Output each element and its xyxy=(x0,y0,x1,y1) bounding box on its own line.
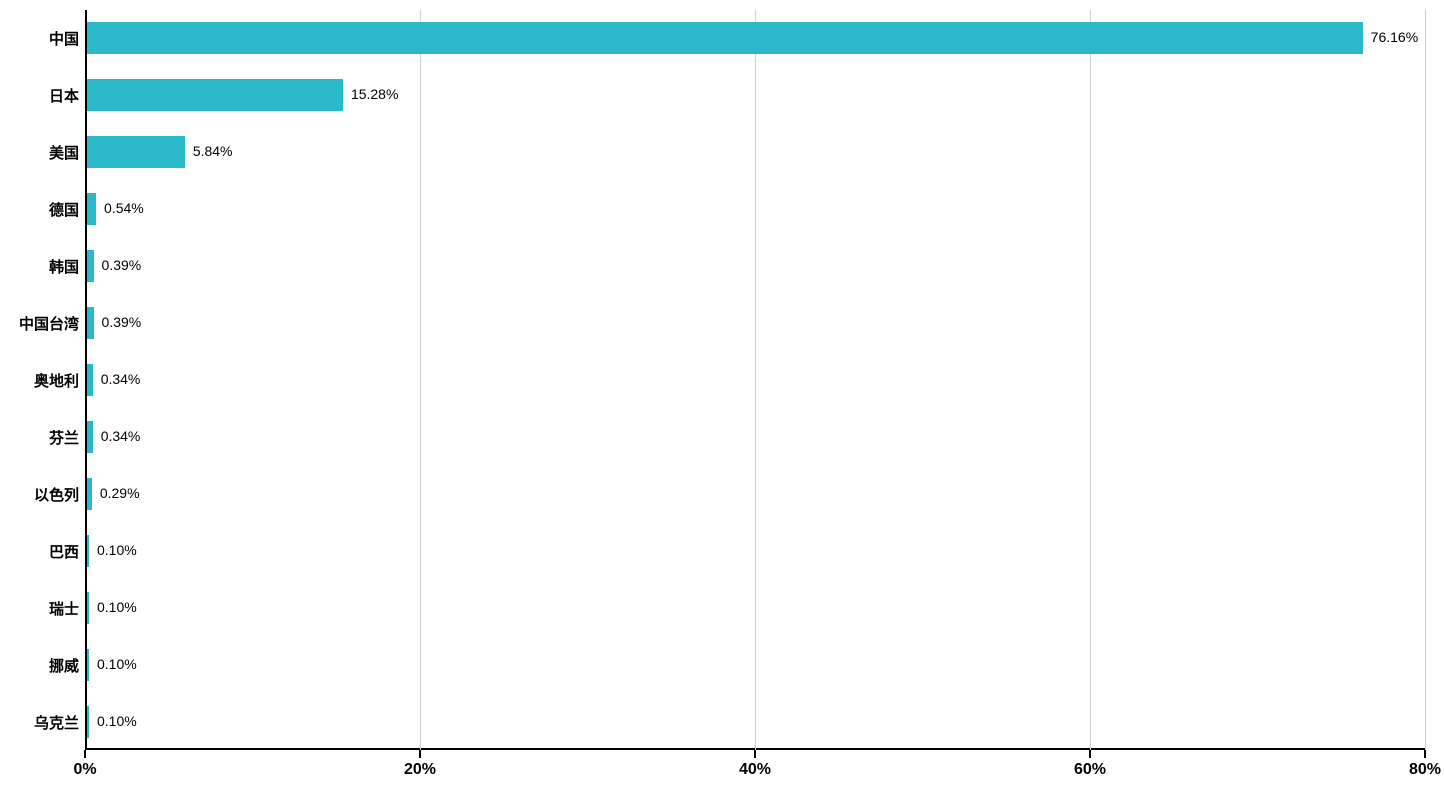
y-tick-label: 以色列 xyxy=(9,484,79,505)
x-tick-mark xyxy=(84,750,86,758)
y-tick-label: 中国台湾 xyxy=(9,313,79,334)
y-tick-label: 巴西 xyxy=(9,541,79,562)
y-tick-label: 日本 xyxy=(9,85,79,106)
bar-value-label: 0.10% xyxy=(97,542,137,558)
x-tick-mark xyxy=(1089,750,1091,758)
y-tick-label: 乌克兰 xyxy=(9,712,79,733)
bar xyxy=(87,364,93,396)
bar-value-label: 0.39% xyxy=(102,314,142,330)
bar-value-label: 76.16% xyxy=(1371,29,1418,45)
bar xyxy=(87,136,185,168)
bar-value-label: 0.54% xyxy=(104,200,144,216)
y-tick-label: 挪威 xyxy=(9,655,79,676)
gridline xyxy=(1425,10,1426,750)
y-tick-label: 瑞士 xyxy=(9,598,79,619)
x-tick-label: 60% xyxy=(1074,761,1106,779)
bar xyxy=(87,22,1363,54)
gridline xyxy=(755,10,756,750)
bar xyxy=(87,592,89,624)
plot-area: 76.16% 15.28% 5.84% 0.54% 0.39% 0.39% 0.34% 0.3… xyxy=(85,10,1425,750)
y-tick-label: 中国 xyxy=(9,28,79,49)
bar xyxy=(87,193,96,225)
bar-value-label: 0.29% xyxy=(100,485,140,501)
bar-value-label: 0.34% xyxy=(101,371,141,387)
bar xyxy=(87,649,89,681)
y-tick-label: 芬兰 xyxy=(9,427,79,448)
y-tick-label: 美国 xyxy=(9,142,79,163)
bar xyxy=(87,478,92,510)
bar xyxy=(87,706,89,738)
x-tick-label: 20% xyxy=(404,761,436,779)
bar-value-label: 15.28% xyxy=(351,86,398,102)
y-tick-label: 奥地利 xyxy=(9,370,79,391)
x-tick-label: 80% xyxy=(1409,761,1441,779)
bar xyxy=(87,250,94,282)
bar-value-label: 5.84% xyxy=(193,143,233,159)
bar-value-label: 0.10% xyxy=(97,713,137,729)
x-tick-label: 40% xyxy=(739,761,771,779)
x-tick-mark xyxy=(419,750,421,758)
bar-value-label: 0.39% xyxy=(102,257,142,273)
y-tick-label: 韩国 xyxy=(9,256,79,277)
chart-container: 76.16% 15.28% 5.84% 0.54% 0.39% 0.39% 0.34% 0.3… xyxy=(0,0,1444,787)
bar xyxy=(87,535,89,567)
gridline xyxy=(1090,10,1091,750)
x-tick-mark xyxy=(1424,750,1426,758)
bar-value-label: 0.10% xyxy=(97,599,137,615)
gridline xyxy=(420,10,421,750)
x-tick-mark xyxy=(754,750,756,758)
bar xyxy=(87,79,343,111)
y-tick-label: 德国 xyxy=(9,199,79,220)
bar-value-label: 0.34% xyxy=(101,428,141,444)
bar xyxy=(87,421,93,453)
bar xyxy=(87,307,94,339)
x-tick-label: 0% xyxy=(73,761,96,779)
bar-value-label: 0.10% xyxy=(97,656,137,672)
